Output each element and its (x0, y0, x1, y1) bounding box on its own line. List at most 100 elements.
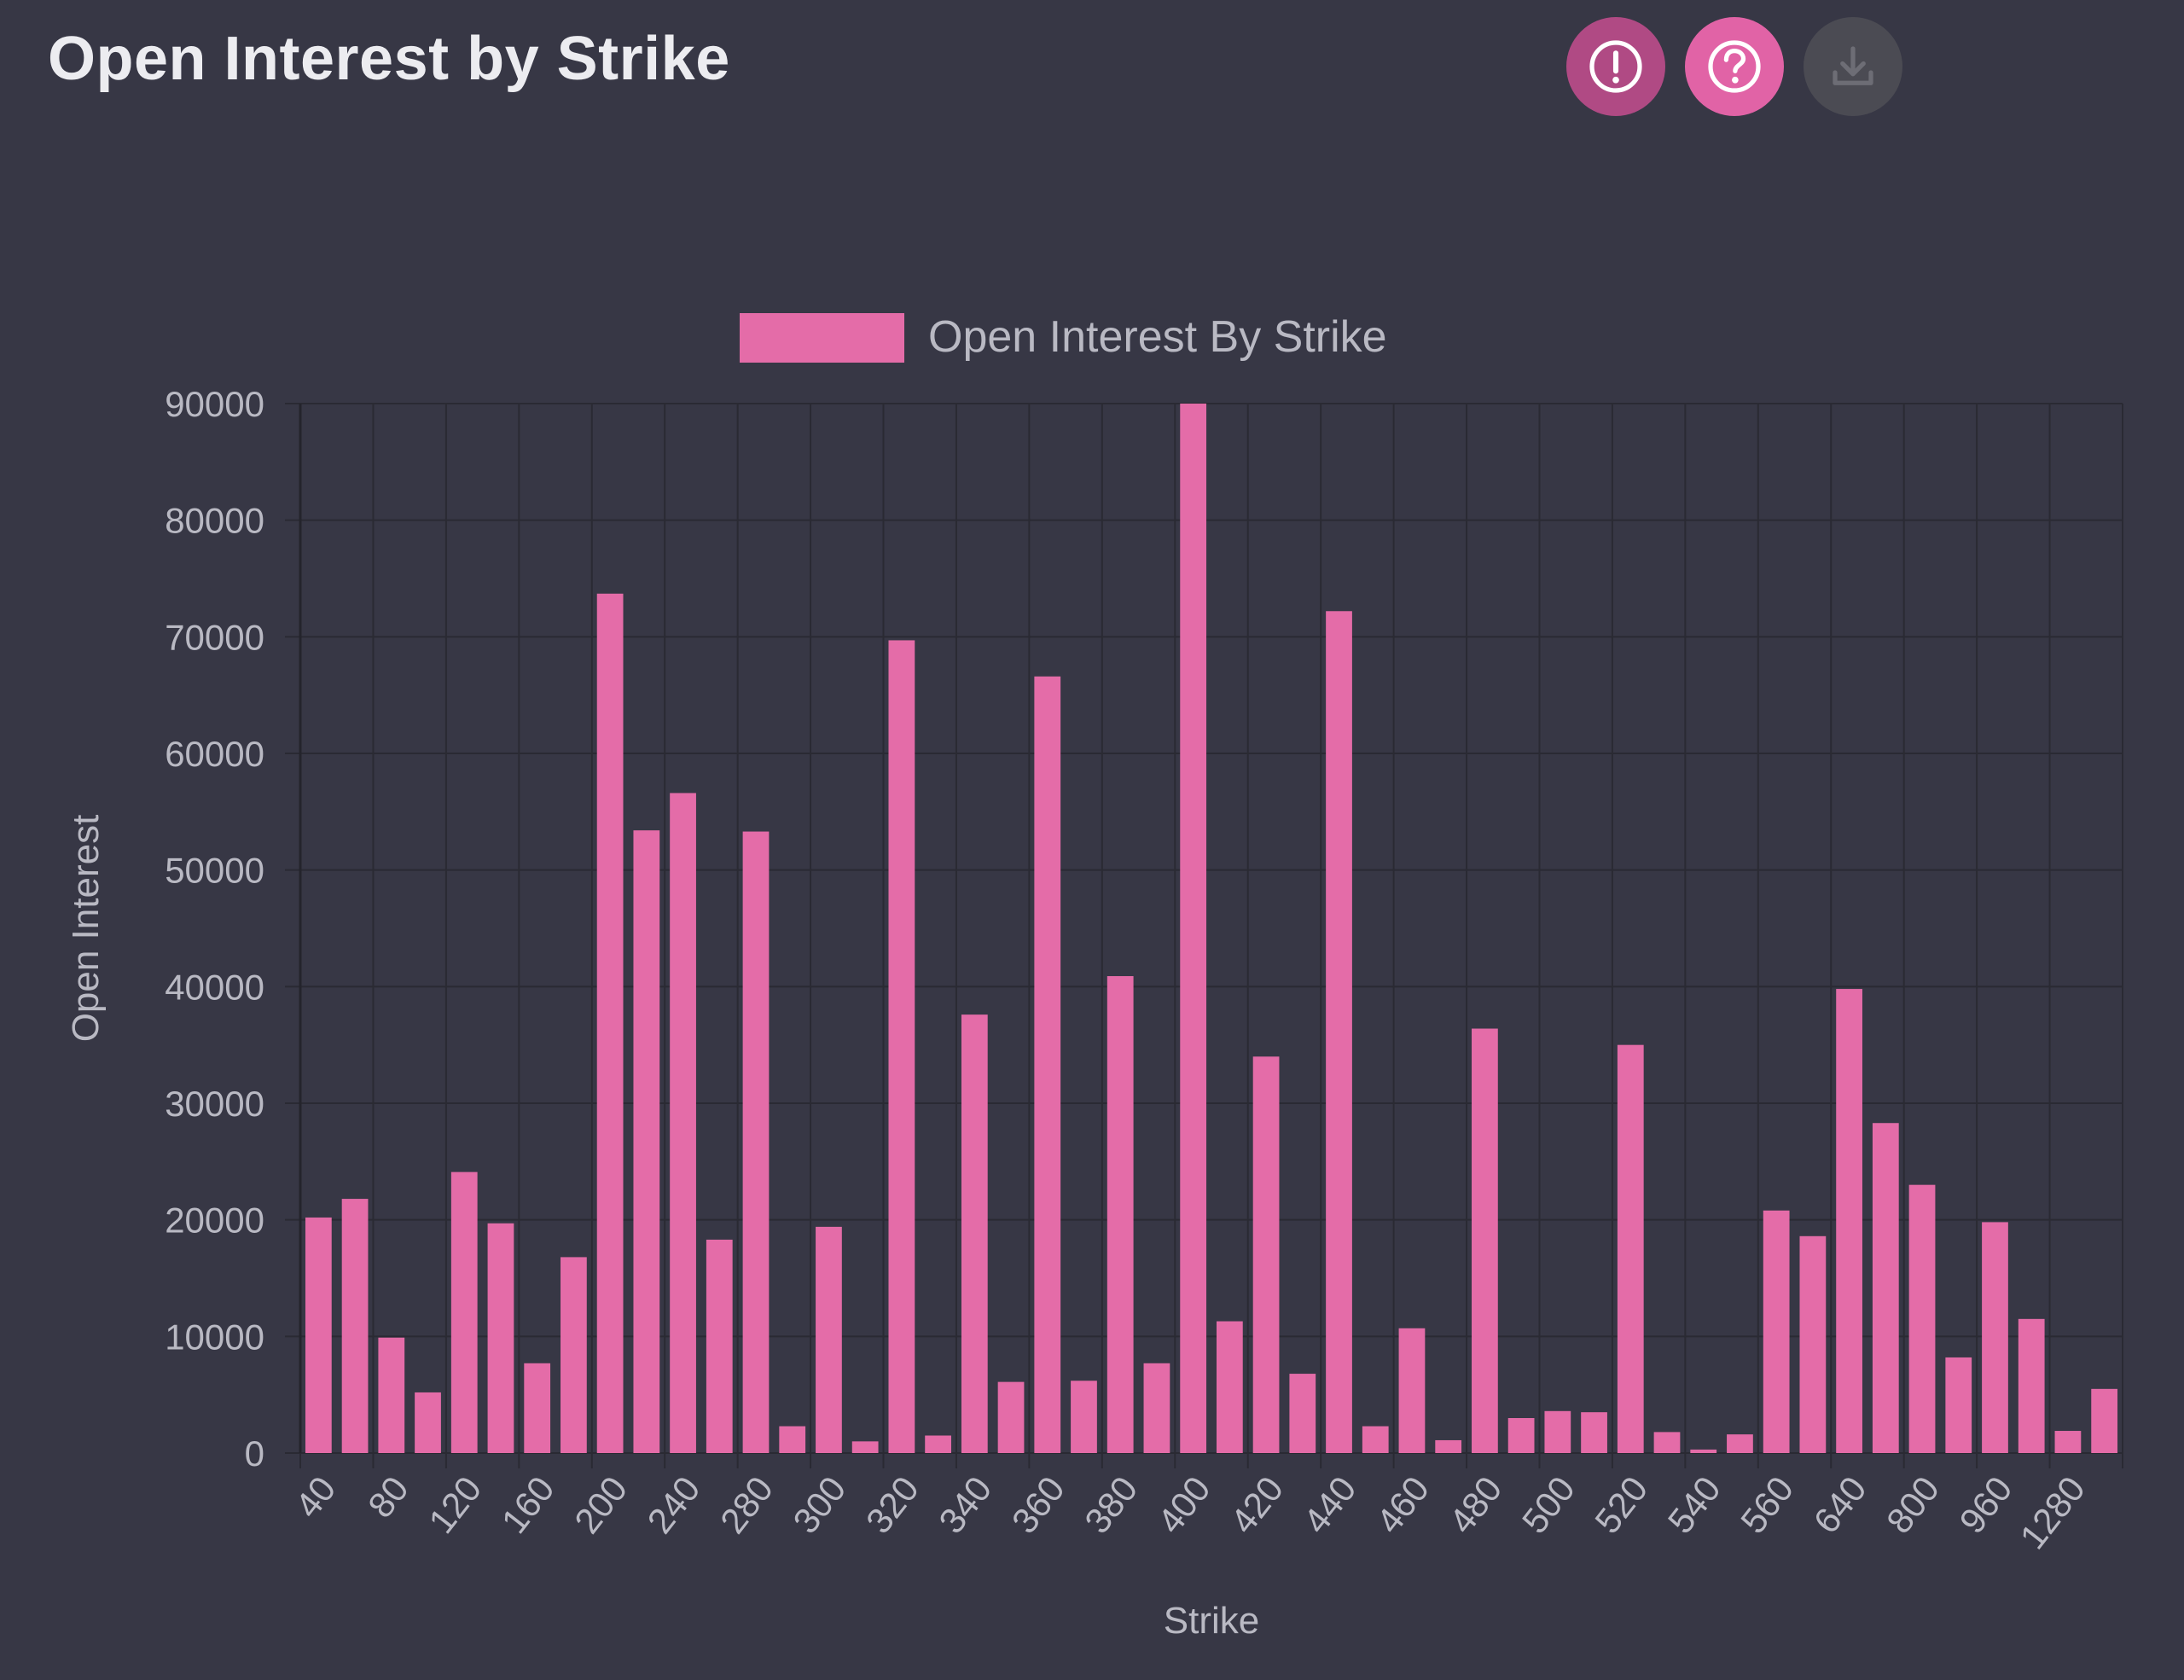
y-tick-label: 80000 (165, 501, 264, 541)
exclamation-circle-icon (1589, 40, 1642, 93)
bar[interactable] (779, 1426, 806, 1453)
bar[interactable] (742, 831, 770, 1453)
y-tick-label: 20000 (165, 1200, 264, 1241)
chart-legend: Open Interest By Strike (740, 312, 1387, 363)
x-tick-label: 560 (1733, 1469, 1801, 1541)
bar[interactable] (925, 1435, 951, 1454)
bar[interactable] (1362, 1426, 1389, 1453)
alert-button[interactable] (1566, 17, 1665, 116)
x-tick-label: 400 (1150, 1469, 1218, 1541)
y-axis-ticks: 0 10000 20000 30000 40000 50000 60000 70000 8000… (165, 384, 264, 1474)
x-tick-label: 280 (712, 1469, 781, 1541)
bar[interactable] (596, 593, 624, 1453)
page-title: Open Interest by Strike (48, 25, 730, 93)
y-tick-label: 0 (245, 1433, 264, 1474)
x-tick-label: 800 (1879, 1469, 1947, 1541)
x-tick-label: 520 (1587, 1469, 1655, 1541)
x-tick-label: 420 (1223, 1469, 1291, 1541)
bar[interactable] (1836, 989, 1862, 1453)
bar[interactable] (851, 1441, 879, 1453)
y-tick-label: 70000 (165, 617, 264, 657)
bar[interactable] (1690, 1449, 1717, 1453)
x-tick-label: 320 (858, 1469, 926, 1541)
x-tick-label: 300 (785, 1469, 853, 1541)
legend-swatch (740, 313, 904, 363)
x-tick-label: 120 (421, 1469, 489, 1541)
bar[interactable] (1982, 1222, 2008, 1453)
x-tick-label: 480 (1441, 1469, 1509, 1541)
x-tick-label: 40 (288, 1469, 344, 1526)
x-tick-label: 360 (1004, 1469, 1072, 1541)
bar[interactable] (524, 1363, 551, 1453)
bar[interactable] (415, 1392, 441, 1453)
x-tick-label: 160 (494, 1469, 562, 1541)
bar[interactable] (1034, 676, 1061, 1453)
bar[interactable] (997, 1381, 1025, 1453)
bar[interactable] (450, 1171, 478, 1453)
bar[interactable] (633, 830, 660, 1453)
download-button[interactable] (1804, 17, 1902, 116)
bar[interactable] (487, 1223, 514, 1453)
bar[interactable] (1727, 1434, 1753, 1453)
bar[interactable] (561, 1257, 587, 1453)
bar[interactable] (670, 793, 696, 1453)
x-tick-label: 960 (1951, 1469, 2019, 1541)
bar[interactable] (1180, 404, 1207, 1453)
x-tick-label: 200 (566, 1469, 635, 1541)
x-tick-label: 380 (1077, 1469, 1145, 1541)
x-tick-label: 1280 (2012, 1469, 2093, 1557)
y-tick-label: 90000 (165, 384, 264, 424)
bar[interactable] (1872, 1123, 1899, 1453)
x-tick-label: 540 (1660, 1469, 1728, 1541)
bar[interactable] (1289, 1374, 1316, 1453)
bar[interactable] (1326, 611, 1352, 1453)
bar[interactable] (2054, 1431, 2082, 1453)
bar[interactable] (1581, 1412, 1607, 1453)
bar[interactable] (1945, 1357, 1972, 1453)
x-tick-label: 440 (1295, 1469, 1363, 1541)
bar[interactable] (1617, 1044, 1644, 1453)
bar[interactable] (1472, 1028, 1498, 1453)
bar[interactable] (305, 1217, 332, 1453)
x-tick-label: 460 (1368, 1469, 1437, 1541)
y-tick-label: 40000 (165, 967, 264, 1007)
bar[interactable] (1216, 1321, 1243, 1453)
y-axis-label: Open Interest (65, 815, 107, 1043)
bar[interactable] (888, 640, 915, 1453)
x-tick-label: 640 (1806, 1469, 1874, 1541)
bar[interactable] (961, 1014, 988, 1453)
bar[interactable] (706, 1239, 733, 1453)
download-icon (1833, 46, 1873, 85)
bar[interactable] (1143, 1363, 1170, 1453)
bar[interactable] (1507, 1418, 1535, 1453)
legend-label: Open Interest By Strike (928, 312, 1387, 362)
x-tick-label: 240 (639, 1469, 707, 1541)
x-tick-label: 340 (931, 1469, 999, 1541)
x-axis-label: Strike (1164, 1600, 1259, 1642)
bar[interactable] (1071, 1381, 1097, 1453)
bar[interactable] (1398, 1328, 1426, 1453)
bar[interactable] (2018, 1318, 2045, 1453)
bar[interactable] (816, 1226, 842, 1453)
y-tick-label: 60000 (165, 734, 264, 774)
bar[interactable] (1544, 1410, 1571, 1453)
x-tick-label: 80 (360, 1469, 416, 1526)
bar[interactable] (1252, 1056, 1280, 1453)
bar[interactable] (2091, 1388, 2118, 1453)
question-circle-icon (1708, 40, 1761, 93)
bar[interactable] (1763, 1210, 1790, 1453)
bar[interactable] (1799, 1235, 1827, 1453)
y-tick-label: 10000 (165, 1317, 264, 1357)
x-axis-ticks: 40 80 120 160 200 240 280 300 320 340 360 380 400 420… (288, 1469, 2093, 1557)
help-button[interactable] (1685, 17, 1784, 116)
bar[interactable] (1653, 1432, 1681, 1453)
bar[interactable] (1435, 1439, 1462, 1453)
bars (305, 404, 2118, 1454)
bar[interactable] (1107, 976, 1134, 1453)
bar[interactable] (341, 1199, 369, 1453)
x-tick-label: 500 (1514, 1469, 1583, 1541)
bar[interactable] (1908, 1184, 1936, 1453)
bar[interactable] (378, 1337, 405, 1453)
